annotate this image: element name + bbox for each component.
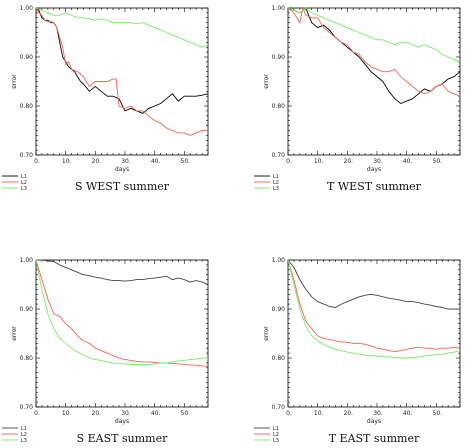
x-tick-label: 20. — [92, 158, 102, 165]
series-line-l2 — [35, 259, 209, 367]
panel-title: T EAST summer — [329, 432, 420, 445]
plot-frame — [287, 7, 461, 156]
y-tick-label: 0.90 — [20, 54, 34, 61]
x-axis-label: days — [115, 166, 129, 173]
series-line-l2 — [287, 259, 461, 353]
y-tick-label: 1.00 — [272, 5, 286, 12]
x-axis-label: days — [115, 418, 129, 425]
x-tick-label: 40. — [151, 410, 161, 417]
x-tick-label: 30. — [121, 158, 131, 165]
series-line-l3 — [287, 7, 461, 63]
legend-label: L1 — [273, 174, 279, 180]
x-tick-label: 0. — [34, 410, 40, 417]
x-tick-label: 20. — [344, 158, 354, 165]
legend-label: L3 — [273, 438, 279, 444]
x-tick-label: 40. — [403, 158, 413, 165]
x-tick-label: 0. — [286, 410, 292, 417]
series-line-l3 — [287, 259, 461, 359]
x-tick-label: 10. — [314, 410, 324, 417]
y-tick-label: 0.70 — [272, 404, 286, 411]
y-axis-label: error — [263, 326, 270, 341]
legend-label: L2 — [273, 432, 279, 438]
x-tick-label: 10. — [314, 158, 324, 165]
legend-label: L1 — [21, 426, 27, 432]
panel-title: S WEST summer — [75, 180, 170, 193]
x-axis-label: days — [367, 418, 381, 425]
x-tick-label: 10. — [62, 410, 72, 417]
series-line-l2 — [287, 6, 461, 97]
series-line-l2 — [35, 7, 208, 136]
series-line-l1 — [287, 7, 461, 105]
x-tick-label: 40. — [151, 158, 161, 165]
y-tick-label: 1.00 — [20, 257, 34, 264]
y-tick-label: 0.90 — [272, 54, 286, 61]
legend-label: L1 — [273, 426, 279, 432]
plot-frame — [287, 259, 461, 408]
y-axis-label: error — [11, 74, 18, 89]
series-line-l1 — [287, 259, 460, 310]
chart-panel: 0. 10. 20. 30. 40. 50. 0.70 0.80 0.90 1.00 days err… — [2, 257, 209, 445]
x-tick-label: 50. — [433, 158, 443, 165]
x-tick-label: 20. — [344, 410, 354, 417]
y-tick-label: 0.90 — [20, 306, 34, 313]
x-tick-label: 50. — [181, 410, 191, 417]
y-tick-label: 0.70 — [20, 152, 34, 159]
x-tick-label: 50. — [433, 410, 443, 417]
y-axis-label: error — [11, 326, 18, 341]
y-tick-label: 1.00 — [272, 257, 286, 264]
x-tick-label: 30. — [373, 410, 383, 417]
y-tick-label: 0.90 — [272, 306, 286, 313]
chart-panel: 0. 10. 20. 30. 40. 50. 0.70 0.80 0.90 1.00 days err… — [2, 5, 209, 193]
series-line-l3 — [35, 259, 208, 365]
x-tick-label: 40. — [403, 410, 413, 417]
legend-label: L1 — [21, 174, 27, 180]
legend-label: L2 — [21, 432, 27, 438]
chart-panel: 0. 10. 20. 30. 40. 50. 0.70 0.80 0.90 1.00 days err… — [254, 257, 461, 445]
x-axis-label: days — [367, 166, 381, 173]
legend-label: L3 — [21, 438, 27, 444]
x-tick-label: 10. — [62, 158, 72, 165]
legend-label: L3 — [273, 186, 279, 192]
series-line-l3 — [35, 7, 209, 48]
y-axis-label: error — [263, 74, 270, 89]
x-tick-label: 0. — [286, 158, 292, 165]
legend-label: L2 — [21, 180, 27, 186]
x-tick-label: 30. — [121, 410, 131, 417]
plot-frame — [35, 259, 209, 408]
y-tick-label: 0.70 — [20, 404, 34, 411]
x-tick-label: 20. — [92, 410, 102, 417]
legend-label: L2 — [273, 180, 279, 186]
series-line-l1 — [36, 259, 209, 285]
y-tick-label: 0.80 — [272, 103, 286, 110]
y-tick-label: 0.80 — [20, 103, 34, 110]
x-tick-label: 0. — [34, 158, 40, 165]
series-line-l1 — [35, 7, 209, 114]
y-tick-label: 0.70 — [272, 152, 286, 159]
x-tick-label: 50. — [181, 158, 191, 165]
legend-label: L3 — [21, 186, 27, 192]
panel-title: T WEST summer — [327, 180, 422, 193]
y-tick-label: 1.00 — [20, 5, 34, 12]
chart-panel: 0. 10. 20. 30. 40. 50. 0.70 0.80 0.90 1.00 days err… — [254, 5, 461, 193]
panel-title: S EAST summer — [77, 432, 168, 445]
y-tick-label: 0.80 — [20, 355, 34, 362]
x-tick-label: 30. — [373, 158, 383, 165]
y-tick-label: 0.80 — [272, 355, 286, 362]
